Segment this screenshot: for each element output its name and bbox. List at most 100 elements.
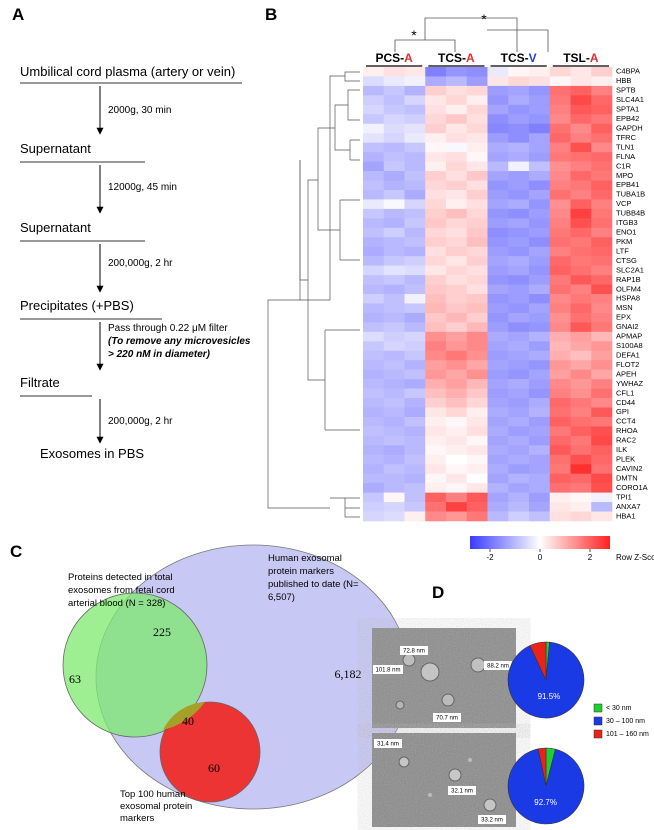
- heatmap-cell: [383, 180, 405, 191]
- heatmap-cell: [425, 237, 447, 248]
- heatmap-cell: [446, 416, 468, 427]
- heatmap-cell: [508, 492, 530, 503]
- heatmap-cell: [363, 180, 385, 191]
- heatmap-cell: [508, 294, 530, 304]
- heatmap-cell: [591, 416, 613, 427]
- heatmap-cell: [466, 388, 488, 399]
- heatmap-cell: [383, 104, 405, 115]
- heatmap-cell: [383, 398, 405, 408]
- row-label: FLNA: [616, 152, 635, 161]
- heatmap-cell: [549, 435, 571, 446]
- heatmap-cell: [508, 502, 530, 512]
- heatmap-cell: [508, 133, 530, 143]
- heatmap-cell: [570, 416, 592, 427]
- heatmap-cell: [508, 435, 530, 446]
- heatmap-cell: [529, 189, 551, 200]
- heatmap-cell: [425, 189, 447, 200]
- heatmap-cell: [383, 218, 405, 229]
- heatmap-cell: [570, 294, 592, 304]
- heatmap-cell: [487, 208, 509, 219]
- heatmap-cell: [363, 416, 385, 427]
- set-label: Human exosomal: [268, 553, 342, 564]
- heatmap-cell: [591, 133, 613, 143]
- heatmap-cell: [529, 171, 551, 181]
- heatmap-cell: [363, 303, 385, 314]
- heatmap-cell: [446, 492, 468, 503]
- heatmap-cell: [466, 218, 488, 229]
- set-circle: [62, 592, 208, 738]
- condition: (To remove any microvesicles: [108, 336, 251, 347]
- heatmap-cell: [466, 265, 488, 276]
- heatmap-cell: [383, 133, 405, 143]
- group-label: TCS-A: [438, 51, 475, 65]
- heatmap-cell: [487, 322, 509, 333]
- heatmap-cell: [549, 360, 571, 370]
- heatmap-cell: [446, 85, 468, 96]
- heatmap-cell: [466, 511, 488, 522]
- heatmap-cell: [425, 511, 447, 522]
- heatmap-cell: [466, 284, 488, 295]
- heatmap-cell: [529, 256, 551, 266]
- micrograph: [372, 628, 516, 728]
- heatmap-cell: [487, 256, 509, 266]
- heatmap-cell: [549, 180, 571, 191]
- heatmap-cell: [549, 331, 571, 342]
- set-label: exosomal protein: [120, 801, 192, 812]
- heatmap-cell: [591, 171, 613, 181]
- heatmap-cell: [404, 76, 426, 87]
- panel-label: C: [10, 542, 22, 561]
- heatmap-cell: [383, 275, 405, 285]
- heatmap-cell: [383, 435, 405, 446]
- heatmap-cell: [508, 180, 530, 191]
- heatmap-cell: [425, 331, 447, 342]
- condition: 200,000g, 2 hr: [108, 258, 173, 269]
- heatmap-cell: [446, 114, 468, 125]
- heatmap-cell: [591, 312, 613, 323]
- heatmap-cell: [383, 454, 405, 465]
- heatmap-cell: [446, 398, 468, 408]
- heatmap-cell: [529, 142, 551, 153]
- heatmap-cell: [446, 445, 468, 456]
- heatmap-cell: [363, 227, 385, 238]
- row-label: TUBB4B: [616, 209, 645, 218]
- heatmap-cell: [549, 303, 571, 314]
- row-label: EPX: [616, 313, 631, 322]
- heatmap-cell: [508, 265, 530, 276]
- heatmap-cell: [529, 445, 551, 456]
- heatmap-cell: [591, 350, 613, 361]
- heatmap-cell: [383, 227, 405, 238]
- heatmap-cell: [549, 152, 571, 162]
- heatmap-cell: [508, 379, 530, 389]
- heatmap-cell: [363, 511, 385, 522]
- heatmap-cell: [363, 464, 385, 475]
- heatmap-cell: [508, 454, 530, 465]
- heatmap-cell: [570, 104, 592, 115]
- row-label: CCT4: [616, 417, 636, 426]
- heatmap-cell: [529, 294, 551, 304]
- heatmap-cell: [570, 322, 592, 333]
- heatmap-cell: [404, 398, 426, 408]
- heatmap-cell: [508, 67, 530, 77]
- row-label: FLOT2: [616, 360, 639, 369]
- heatmap-cell: [466, 189, 488, 200]
- heatmap-cell: [487, 104, 509, 115]
- row-label: TUBA1B: [616, 190, 645, 199]
- heatmap-cell: [529, 398, 551, 408]
- heatmap-cell: [487, 464, 509, 475]
- heatmap-cell: [466, 445, 488, 456]
- legend-swatch: [593, 716, 603, 726]
- heatmap-cell: [446, 407, 468, 418]
- colorbar-tick-label: 2: [588, 553, 593, 562]
- heatmap-cell: [425, 123, 447, 134]
- heatmap-cell: [425, 473, 447, 484]
- flowchart: Umbilical cord plasma (artery or vein) 2…: [20, 64, 251, 461]
- heatmap-cell: [508, 142, 530, 153]
- heatmap-cell: [570, 189, 592, 200]
- size-label: 101.8 nm: [375, 668, 400, 674]
- row-label: MPO: [616, 171, 633, 180]
- heatmap-cell: [363, 360, 385, 370]
- heatmap-cell: [404, 123, 426, 134]
- heatmap-cell: [549, 416, 571, 427]
- group-label-part: TCS-: [501, 51, 529, 65]
- heatmap-cell: [549, 208, 571, 219]
